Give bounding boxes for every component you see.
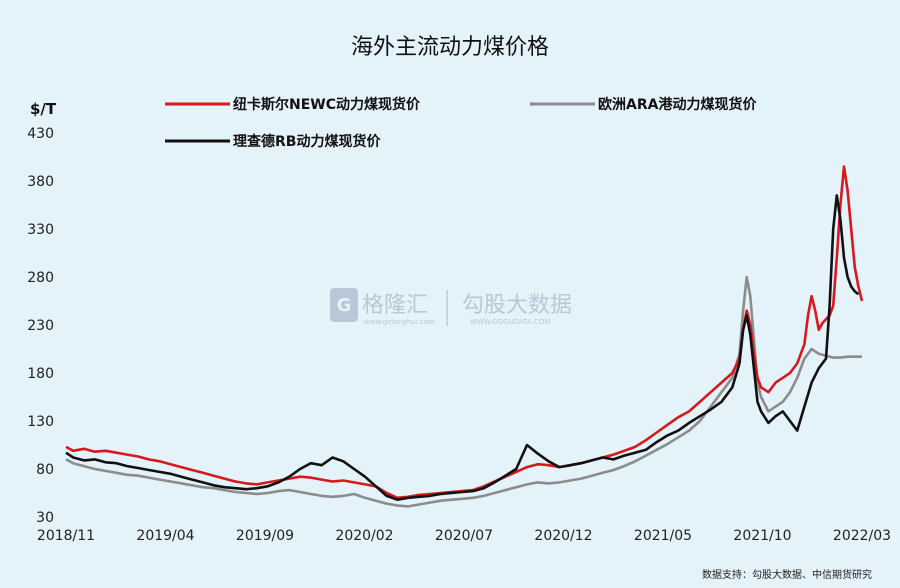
x-tick-label: 2022/03 <box>833 528 891 544</box>
legend-label-ara: 欧洲ARA港动力煤现货价 <box>598 96 757 113</box>
legend: 纽卡斯尔NEWC动力煤现货价 欧洲ARA港动力煤现货价 理查德RB动力煤现货价 <box>165 96 757 150</box>
gelonghui-logo-icon <box>330 288 358 322</box>
y-axis: 430 380 330 280 230 180 130 80 30 <box>27 126 54 526</box>
source-note: 数据支持：勾股大数据、中信期货研究 <box>702 568 872 581</box>
chart-title: 海外主流动力煤价格 <box>351 35 549 60</box>
y-tick-label: 130 <box>27 414 54 430</box>
y-tick-label: 30 <box>36 510 54 526</box>
y-unit-label: $/T <box>30 100 57 118</box>
series-line-rb <box>65 194 860 501</box>
watermark-partner: 勾股大数据 <box>462 293 572 318</box>
watermark: G 格隆汇 www.gelonghui.com 勾股大数据 WWW.GOGUDA… <box>330 288 572 326</box>
watermark-brand-url: www.gelonghui.com <box>364 318 435 326</box>
y-tick-label: 80 <box>36 462 54 478</box>
y-tick-label: 380 <box>27 174 54 190</box>
x-tick-label: 2020/12 <box>534 528 592 544</box>
x-tick-label: 2021/05 <box>634 528 692 544</box>
x-tick-label: 2020/02 <box>335 528 393 544</box>
y-tick-label: 180 <box>27 366 54 382</box>
series-line-ara <box>65 275 862 508</box>
series-layer <box>65 165 864 508</box>
legend-label-newc: 纽卡斯尔NEWC动力煤现货价 <box>233 96 421 113</box>
y-tick-label: 430 <box>27 126 54 142</box>
y-tick-label: 280 <box>27 270 54 286</box>
x-tick-label: 2018/11 <box>37 528 95 544</box>
y-tick-label: 230 <box>27 318 54 334</box>
watermark-brand: 格隆汇 <box>362 293 428 318</box>
x-tick-label: 2019/09 <box>236 528 294 544</box>
y-tick-label: 330 <box>27 222 54 238</box>
x-tick-label: 2020/07 <box>435 528 493 544</box>
watermark-partner-url: WWW.GOGUDATA.COM <box>470 318 550 326</box>
x-tick-label: 2019/04 <box>136 528 194 544</box>
legend-label-rb: 理查德RB动力煤现货价 <box>233 133 381 150</box>
x-axis: 2018/11 2019/04 2019/09 2020/02 2020/07 2020/… <box>37 528 891 544</box>
svg-text:G: G <box>337 295 352 316</box>
series-line-newc <box>65 165 864 500</box>
x-tick-label: 2021/10 <box>733 528 791 544</box>
